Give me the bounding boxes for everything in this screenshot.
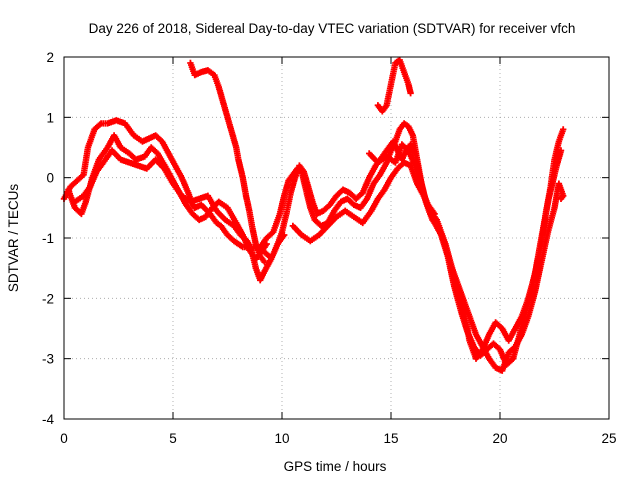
x-tick-label: 25 bbox=[601, 431, 616, 446]
y-tick-label: 2 bbox=[46, 50, 54, 65]
data-series-8 bbox=[366, 141, 438, 218]
data-series-4 bbox=[187, 59, 268, 266]
chart-grid bbox=[64, 57, 609, 419]
data-series-9 bbox=[374, 56, 414, 115]
y-tick-label: -1 bbox=[42, 231, 54, 246]
y-tick-label: -4 bbox=[42, 412, 54, 427]
y-tick-label: 1 bbox=[46, 110, 54, 125]
chart-title: Day 226 of 2018, Sidereal Day-to-day VTE… bbox=[89, 21, 576, 36]
y-tick-labels: -4 -3 -2 -1 0 1 2 bbox=[42, 50, 54, 427]
data-series-3 bbox=[71, 147, 288, 284]
data-series-7 bbox=[289, 159, 567, 374]
x-tick-labels: 0 5 10 15 20 25 bbox=[60, 431, 616, 446]
x-tick-label: 10 bbox=[274, 431, 289, 446]
data-markers bbox=[289, 159, 567, 374]
data-markers bbox=[366, 141, 438, 218]
x-tick-label: 15 bbox=[383, 431, 398, 446]
x-axis-label: GPS time / hours bbox=[284, 459, 387, 474]
chart-series bbox=[60, 56, 567, 374]
x-tick-label: 0 bbox=[60, 431, 68, 446]
y-tick-label: -2 bbox=[42, 291, 54, 306]
data-markers bbox=[187, 59, 268, 266]
y-tick-label: 0 bbox=[46, 171, 54, 186]
chart-ticks bbox=[63, 56, 610, 420]
x-tick-label: 20 bbox=[492, 431, 507, 446]
data-markers bbox=[71, 147, 288, 284]
x-tick-label: 5 bbox=[169, 431, 177, 446]
y-tick-label: -3 bbox=[42, 352, 54, 367]
data-markers bbox=[374, 56, 414, 115]
y-axis-label: SDTVAR / TECUs bbox=[6, 184, 21, 293]
